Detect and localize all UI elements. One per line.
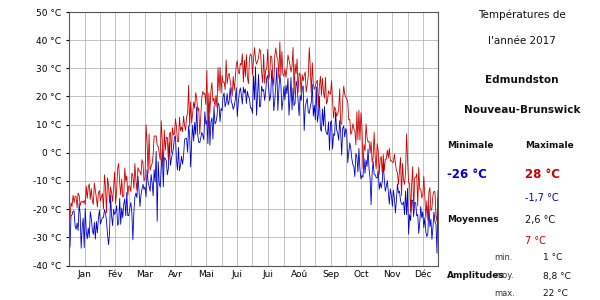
Text: 28 °C: 28 °C bbox=[525, 168, 560, 181]
Text: min.: min. bbox=[494, 254, 512, 262]
Text: Edmundston: Edmundston bbox=[485, 75, 559, 85]
Text: Températures de: Températures de bbox=[478, 9, 566, 20]
Text: -1,7 °C: -1,7 °C bbox=[525, 194, 559, 203]
Text: 2,6 °C: 2,6 °C bbox=[525, 214, 555, 224]
Text: max.: max. bbox=[494, 290, 515, 298]
Text: 22 °C: 22 °C bbox=[543, 290, 568, 298]
Text: Maximale: Maximale bbox=[525, 141, 574, 150]
Text: Minimale: Minimale bbox=[447, 141, 493, 150]
Text: Amplitudes: Amplitudes bbox=[447, 272, 505, 280]
Text: Nouveau-Brunswick: Nouveau-Brunswick bbox=[464, 105, 580, 115]
Text: 1 °C: 1 °C bbox=[543, 254, 562, 262]
Text: l'année 2017: l'année 2017 bbox=[488, 36, 556, 46]
Text: 7 °C: 7 °C bbox=[525, 236, 546, 245]
Text: moy.: moy. bbox=[494, 272, 514, 280]
Text: 8,8 °C: 8,8 °C bbox=[543, 272, 571, 280]
Text: -26 °C: -26 °C bbox=[447, 168, 487, 181]
Text: Moyennes: Moyennes bbox=[447, 214, 499, 224]
